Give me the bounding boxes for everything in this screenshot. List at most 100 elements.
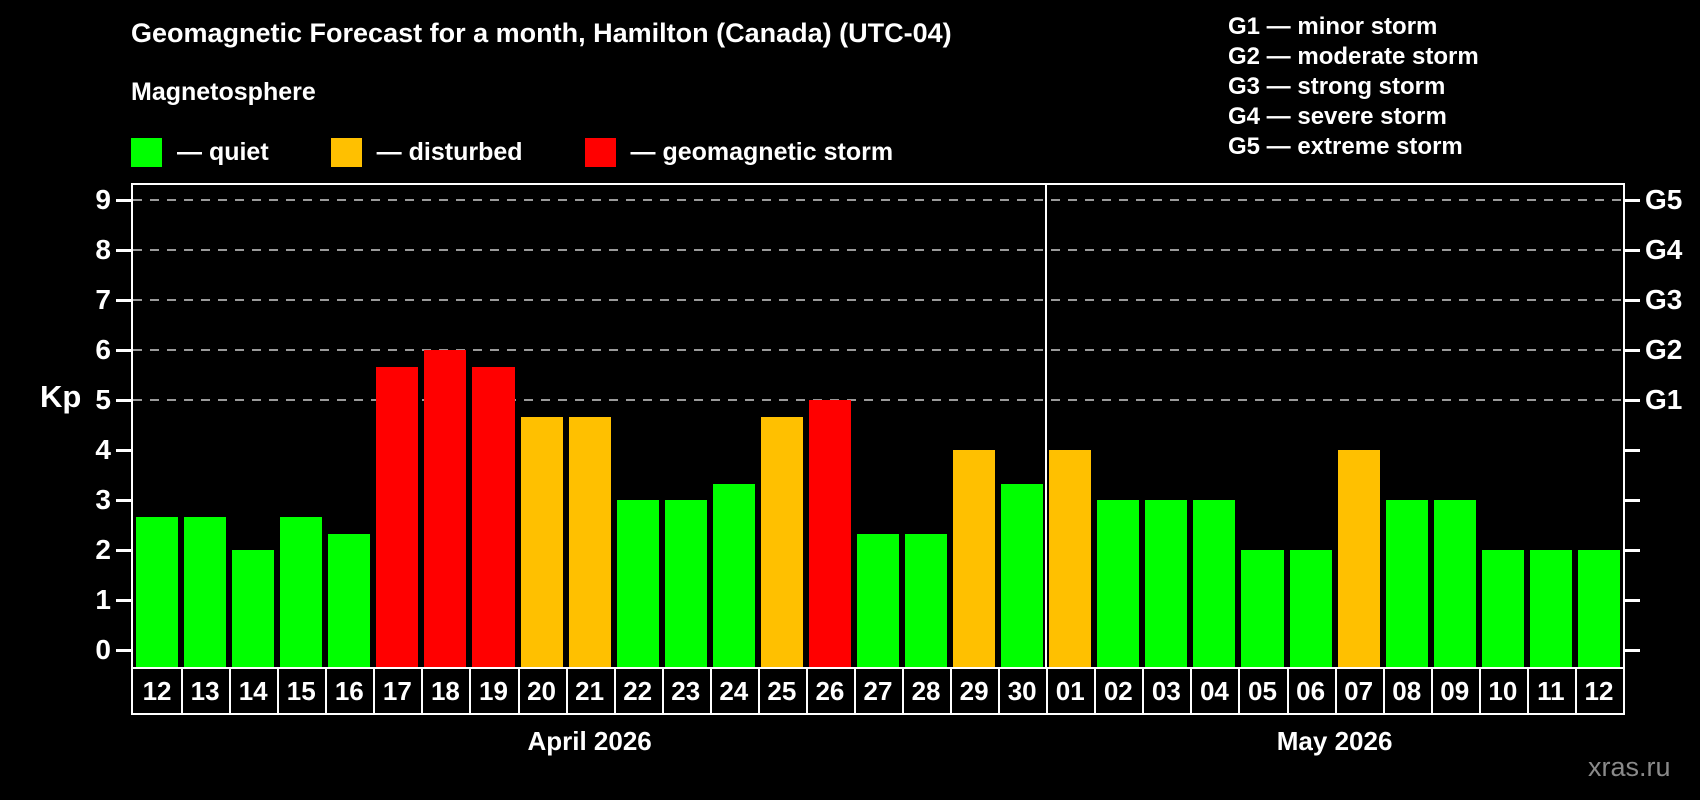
month-separator <box>1045 185 1048 667</box>
kp-bar-day-03 <box>1145 500 1188 667</box>
y-tick-right <box>1625 249 1640 252</box>
g-legend-line: G3 — strong storm <box>1228 73 1446 100</box>
kp-bar-day-12 <box>136 516 179 667</box>
legend-item-storm: — geomagnetic storm <box>584 138 893 167</box>
month-label: May 2026 <box>1276 726 1393 756</box>
y-tick-right <box>1625 549 1640 552</box>
kp-bar-day-17 <box>376 366 419 667</box>
gridline-kp9 <box>133 199 1623 201</box>
day-cell-05: 05 <box>1238 669 1289 713</box>
day-cell-17: 17 <box>373 669 424 713</box>
day-cell-07: 07 <box>1335 669 1385 713</box>
g-scale-legend: G1 — minor storm G2 — moderate storm G3 — … <box>1228 12 1479 162</box>
watermark: xras.ru <box>1588 752 1671 782</box>
y-tick-label: 2 <box>95 534 111 565</box>
day-cell-27: 27 <box>854 669 905 713</box>
kp-bar-day-24 <box>712 483 755 667</box>
kp-bar-day-01 <box>1049 450 1092 667</box>
y-tick-label: 1 <box>95 584 111 615</box>
y-tick-right <box>1625 649 1640 652</box>
legend-item-quiet: — quiet <box>131 138 269 167</box>
day-cell-29: 29 <box>950 669 1001 713</box>
legend-swatch-quiet <box>131 138 162 167</box>
day-cell-03: 03 <box>1142 669 1193 713</box>
kp-bar-day-13 <box>184 516 227 667</box>
gridline-kp6 <box>133 349 1623 351</box>
day-cell-24: 24 <box>710 669 760 713</box>
y-tick-right <box>1625 349 1640 352</box>
day-cell-30: 30 <box>998 669 1049 713</box>
day-cell-09: 09 <box>1431 669 1481 713</box>
y-tick-right <box>1625 599 1640 602</box>
kp-bar-day-06 <box>1289 550 1332 667</box>
y-tick-label: 6 <box>95 334 111 365</box>
day-cell-18: 18 <box>421 669 472 713</box>
legend-item-disturbed: — disturbed <box>330 138 523 167</box>
legend-swatch-storm <box>584 138 616 167</box>
y-tick-right <box>1625 199 1640 202</box>
day-cell-04: 04 <box>1190 669 1241 713</box>
status-legend: — quiet — disturbed — geomagnetic storm <box>131 138 893 167</box>
day-cell-22: 22 <box>614 669 664 713</box>
day-cell-21: 21 <box>566 669 616 713</box>
day-cell-14: 14 <box>229 669 280 713</box>
y-tick-left <box>116 449 131 452</box>
magnetosphere-label: Magnetosphere <box>131 78 316 106</box>
legend-label: — quiet <box>177 138 269 166</box>
day-axis: 12 13 14 15 16 17 18 19 20 21 22 23 24 25 26 27 28 29 30 01… <box>131 667 1625 715</box>
day-cell-25: 25 <box>758 669 808 713</box>
g-level-label-g2: G2 <box>1645 334 1683 365</box>
kp-bar-day-25 <box>760 416 803 667</box>
day-cell-15: 15 <box>277 669 328 713</box>
kp-bar-day-16 <box>328 533 371 667</box>
gridline-kp7 <box>133 299 1623 301</box>
g-level-label-g4: G4 <box>1645 234 1683 265</box>
g-level-label-g1: G1 <box>1645 384 1683 415</box>
chart-title: Geomagnetic Forecast for a month, Hamilt… <box>131 18 952 48</box>
day-cell-12: 12 <box>1584 675 1614 706</box>
day-cell-02: 02 <box>1094 669 1145 713</box>
kp-bar-day-30 <box>1001 483 1044 667</box>
kp-bar-day-28 <box>905 533 948 667</box>
gridline-kp5 <box>133 399 1623 401</box>
day-cell-01: 01 <box>1046 669 1097 713</box>
g-legend-line: G2 — moderate storm <box>1228 43 1479 70</box>
g-legend-line: G5 — extreme storm <box>1228 133 1463 160</box>
kp-bar-day-07 <box>1337 450 1380 667</box>
kp-bar-day-10 <box>1481 550 1524 667</box>
day-cell-20: 20 <box>518 669 568 713</box>
y-tick-label: 8 <box>95 234 111 265</box>
y-tick-left <box>116 549 131 552</box>
kp-bar-day-29 <box>953 450 996 667</box>
y-tick-right <box>1625 499 1640 502</box>
day-cell-26: 26 <box>806 669 856 713</box>
day-cell-13: 13 <box>181 669 232 713</box>
g-legend-line: G4 — severe storm <box>1228 103 1447 130</box>
kp-bar-day-02 <box>1097 500 1140 667</box>
day-cell-06: 06 <box>1287 669 1337 713</box>
kp-bar-day-12 <box>1577 550 1620 667</box>
y-tick-label: 5 <box>95 384 111 415</box>
y-tick-label: 7 <box>95 284 111 315</box>
day-cell-11: 11 <box>1527 669 1577 713</box>
kp-bar-day-11 <box>1529 550 1572 667</box>
kp-bar-day-27 <box>856 533 900 667</box>
legend-swatch-disturbed <box>330 138 362 167</box>
day-cell-12: 12 <box>133 669 184 713</box>
y-tick-left <box>116 349 131 352</box>
kp-bar-day-20 <box>520 416 563 667</box>
y-tick-right <box>1625 399 1640 402</box>
kp-bar-day-08 <box>1385 500 1428 667</box>
kp-bar-day-26 <box>808 400 851 667</box>
kp-bar-day-09 <box>1433 500 1476 667</box>
kp-bar-day-15 <box>280 516 323 667</box>
y-tick-right <box>1625 449 1640 452</box>
y-tick-left <box>116 299 131 302</box>
y-tick-left <box>116 249 131 252</box>
gridline-kp8 <box>133 249 1623 251</box>
y-tick-label: 3 <box>95 484 111 515</box>
plot-area: 0 1 2 3 4 5 6 7 8 9 G1 G2 G3 G4 G5 <box>95 183 1682 667</box>
day-cell-19: 19 <box>469 669 520 713</box>
kp-bar-day-18 <box>424 350 467 667</box>
